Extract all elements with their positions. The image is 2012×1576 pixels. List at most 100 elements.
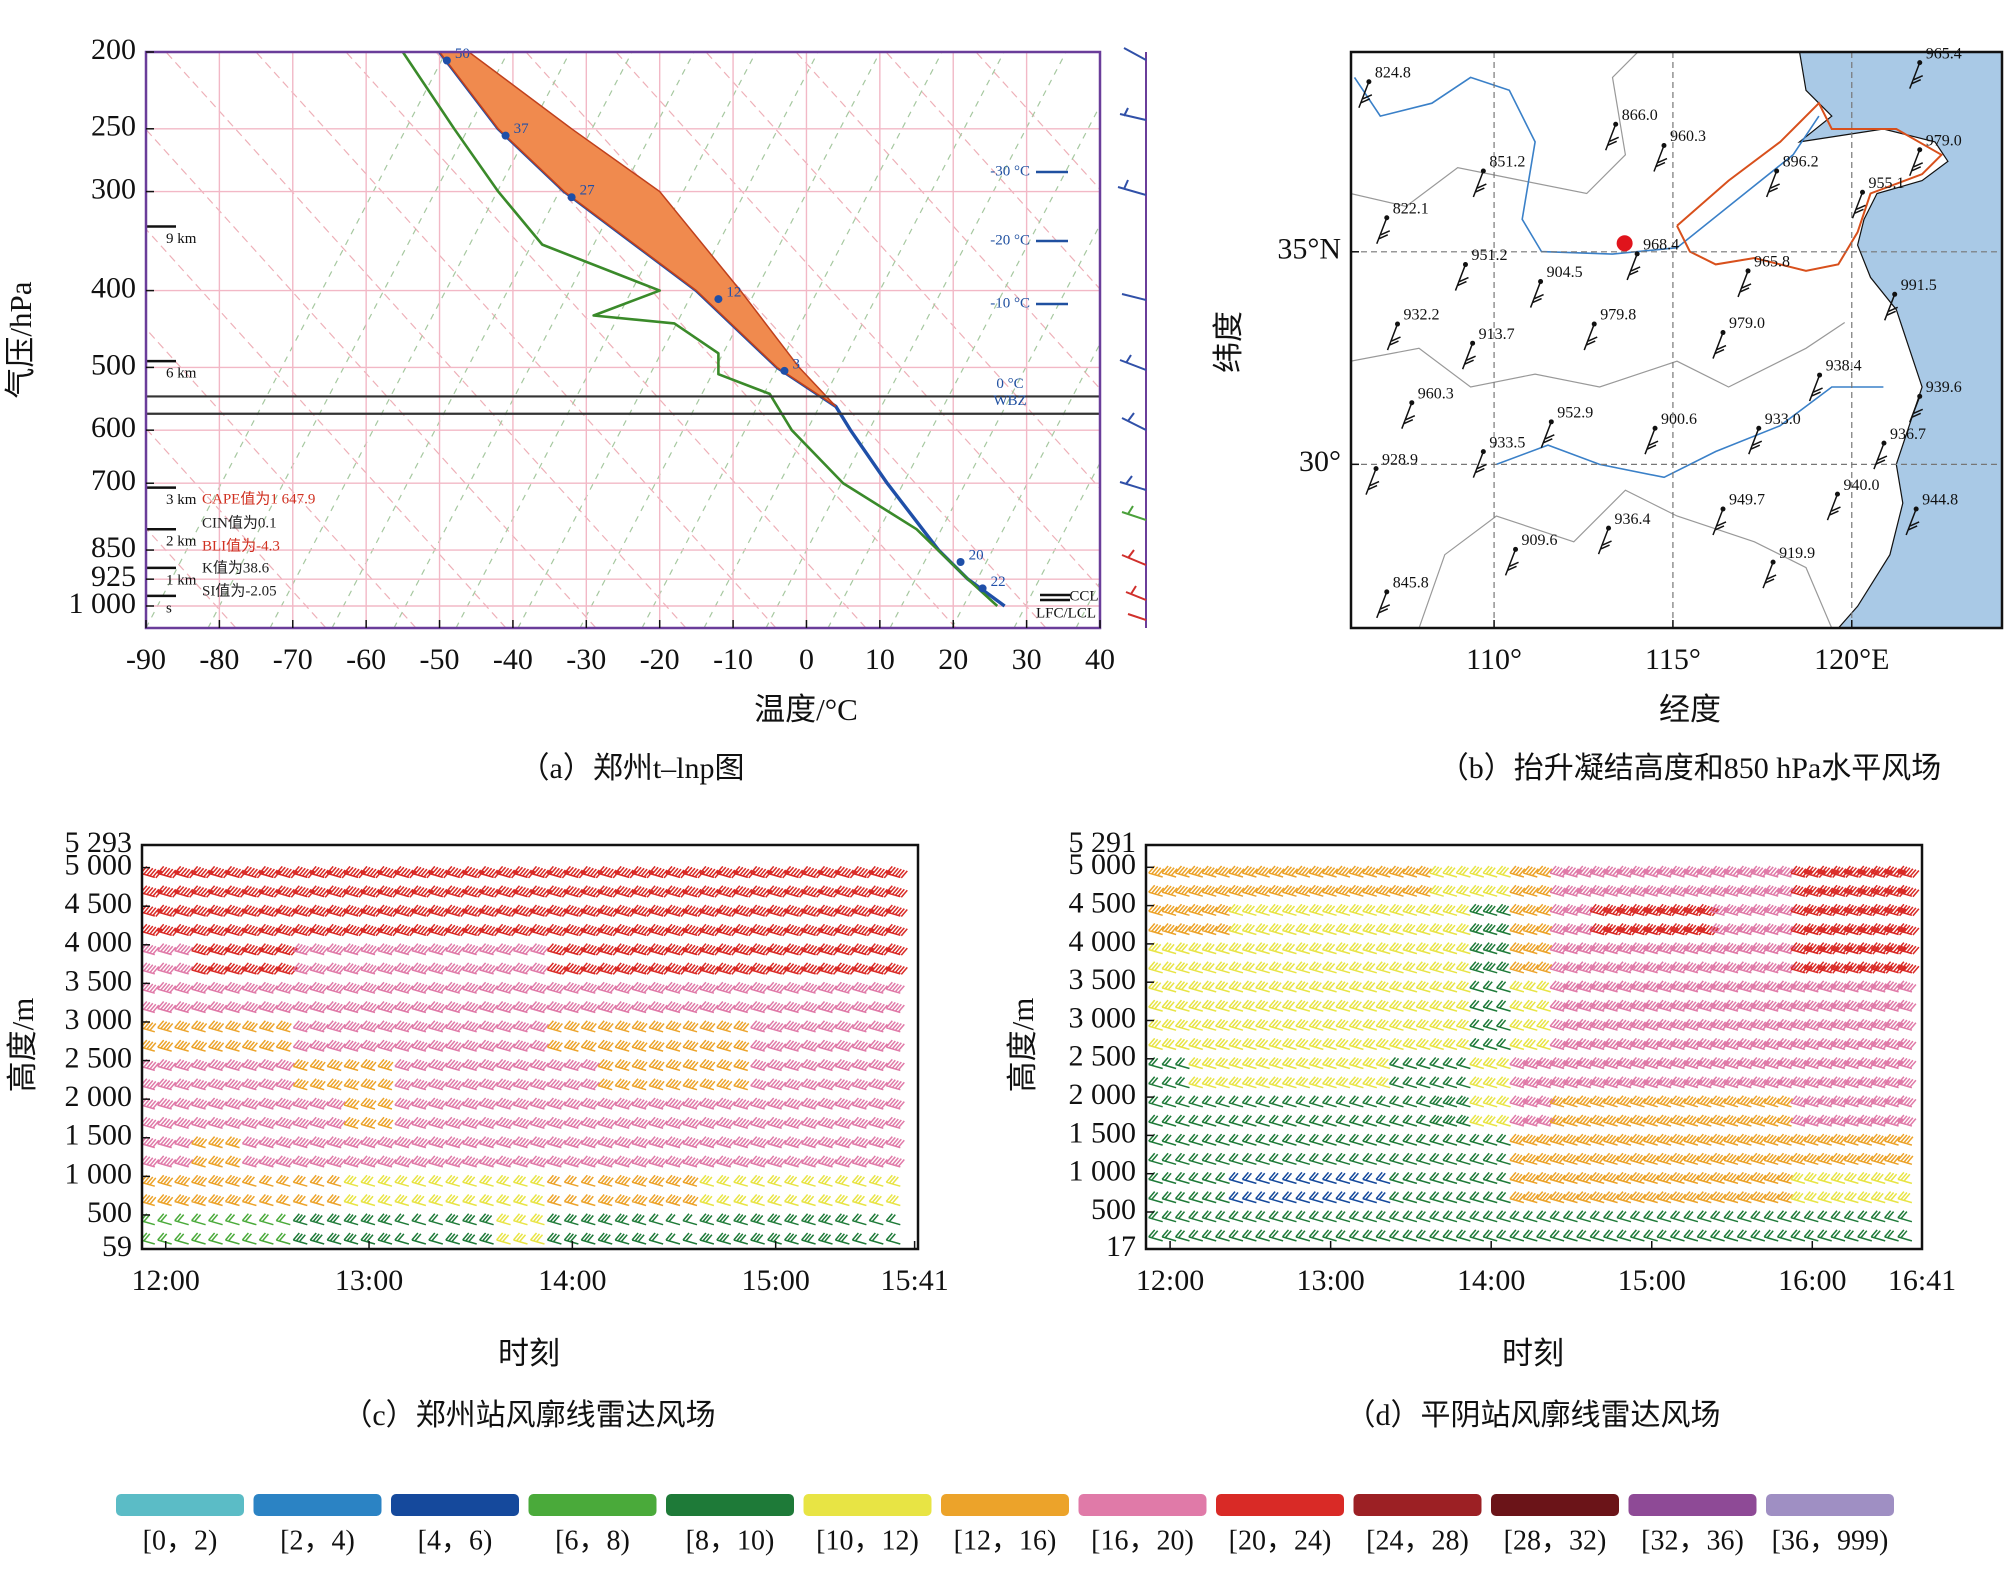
wind-barb	[1597, 527, 1612, 555]
wind-barb	[1644, 427, 1659, 455]
wind-barb	[1308, 1210, 1351, 1242]
wind-barb	[496, 865, 553, 898]
y-tick-label: 700	[91, 464, 136, 497]
mixing-ratio	[827, 104, 1100, 628]
station	[1470, 340, 1476, 346]
y-tick-label: 850	[91, 531, 136, 564]
station-label: 896.2	[1783, 154, 1819, 171]
wind-barb	[1669, 1057, 1716, 1089]
level-label: WBZ	[993, 393, 1026, 409]
wind-barb	[1148, 865, 1192, 897]
wind-barb	[142, 1213, 189, 1245]
wind-barb	[1790, 1095, 1837, 1127]
wind-barb	[1188, 865, 1232, 897]
caption: （c）郑州站风廓线雷达风场	[342, 1399, 715, 1432]
wind-barb	[394, 904, 451, 937]
wind-barb	[699, 1136, 753, 1168]
station-label: 822.1	[1393, 200, 1429, 217]
wind-barb	[1429, 1057, 1471, 1089]
x-tick-label: -10	[713, 643, 753, 676]
wind-barb	[1308, 1057, 1351, 1089]
wind-barb	[241, 904, 298, 937]
ccl-mark	[1040, 593, 1070, 602]
wind-barb	[699, 1213, 749, 1245]
wind-barb	[191, 1174, 242, 1207]
wind-barb	[394, 1136, 448, 1168]
wind-barb	[1629, 865, 1676, 897]
legend-swatch	[666, 1494, 794, 1516]
station	[1634, 251, 1640, 257]
wind-barb	[1604, 123, 1619, 151]
wind-barb	[648, 1136, 702, 1168]
wind-barb	[546, 1020, 597, 1052]
wind-barb	[648, 981, 702, 1014]
wind-barb	[1750, 1057, 1797, 1089]
y-tick-label: 5 291	[1069, 826, 1137, 859]
wind-barb	[1268, 1018, 1311, 1051]
x-tick-label: 16:00	[1778, 1264, 1846, 1297]
wind-barb	[1737, 270, 1752, 298]
wind-barb	[445, 1213, 494, 1245]
wind-barb	[241, 1020, 292, 1052]
station-label: 960.3	[1418, 385, 1454, 402]
wind-barb	[1549, 1095, 1593, 1127]
wind-barb	[648, 1020, 699, 1052]
wind-barb	[1549, 1057, 1596, 1089]
height-label: 3 km	[166, 492, 197, 508]
plot-area	[142, 865, 908, 1245]
mixing-ratio	[951, 342, 1100, 628]
wind-barb	[1469, 1210, 1511, 1242]
end-label: LFC/LCL	[1036, 605, 1096, 621]
wind-barb	[597, 981, 651, 1014]
wind-barb	[750, 1213, 799, 1245]
wind-barb	[1750, 1210, 1792, 1242]
station	[1774, 168, 1780, 174]
wind-barb	[1148, 942, 1190, 974]
plot-frame	[1144, 843, 1924, 1251]
station-label: 936.7	[1890, 426, 1926, 443]
wind-barb	[851, 1020, 905, 1052]
wind-barb	[851, 1213, 901, 1245]
curve-dot	[567, 193, 576, 202]
wind-barb	[343, 1097, 394, 1130]
wind-barb	[1750, 942, 1797, 974]
station	[1591, 321, 1597, 327]
x-axis-label: 时刻	[1502, 1336, 1564, 1371]
wind-barb	[394, 865, 451, 898]
wind-barb	[1629, 1133, 1673, 1166]
wind-barb	[1790, 942, 1840, 974]
wind-barb	[343, 981, 397, 1014]
x-tick-label: -80	[199, 643, 239, 676]
wind-barb	[445, 1174, 494, 1207]
mixing-ratio	[641, 52, 943, 628]
mixing-ratio	[393, 52, 695, 628]
curve-label: 27	[580, 183, 596, 199]
wind-barb	[1589, 865, 1636, 897]
wind-barb	[1629, 1210, 1672, 1242]
wind-barb	[1653, 145, 1668, 172]
wind-barb	[1870, 865, 1920, 898]
wind-barb	[1228, 865, 1272, 897]
plot-frame	[144, 50, 1102, 630]
station	[1373, 466, 1379, 472]
y-tick-label: 1 500	[65, 1119, 133, 1152]
wind-barb	[1629, 1095, 1673, 1127]
wind-barb	[1629, 980, 1676, 1012]
wind-barb	[801, 943, 857, 975]
legend-swatch	[1353, 1494, 1482, 1516]
wind-barb	[1589, 1095, 1633, 1127]
wind-barb	[1549, 980, 1596, 1012]
wind-barb	[1148, 1171, 1190, 1204]
wind-barb	[191, 1020, 242, 1052]
panel: 12:00 13:00 14:00 15:00 16:00 16:41 17 500 1 000…	[1005, 826, 1956, 1432]
plot-background	[1351, 52, 2002, 628]
wind-barb	[1830, 1171, 1873, 1204]
station-label: 939.6	[1926, 379, 1962, 396]
legend-label: [24，28)	[1366, 1525, 1469, 1556]
station	[1462, 262, 1468, 268]
station	[1881, 440, 1887, 446]
wind-barb	[648, 865, 705, 898]
y-tick-label: 1 000	[69, 587, 137, 620]
index-label: K值为38.6	[202, 559, 270, 576]
wind-barb	[1589, 903, 1639, 936]
